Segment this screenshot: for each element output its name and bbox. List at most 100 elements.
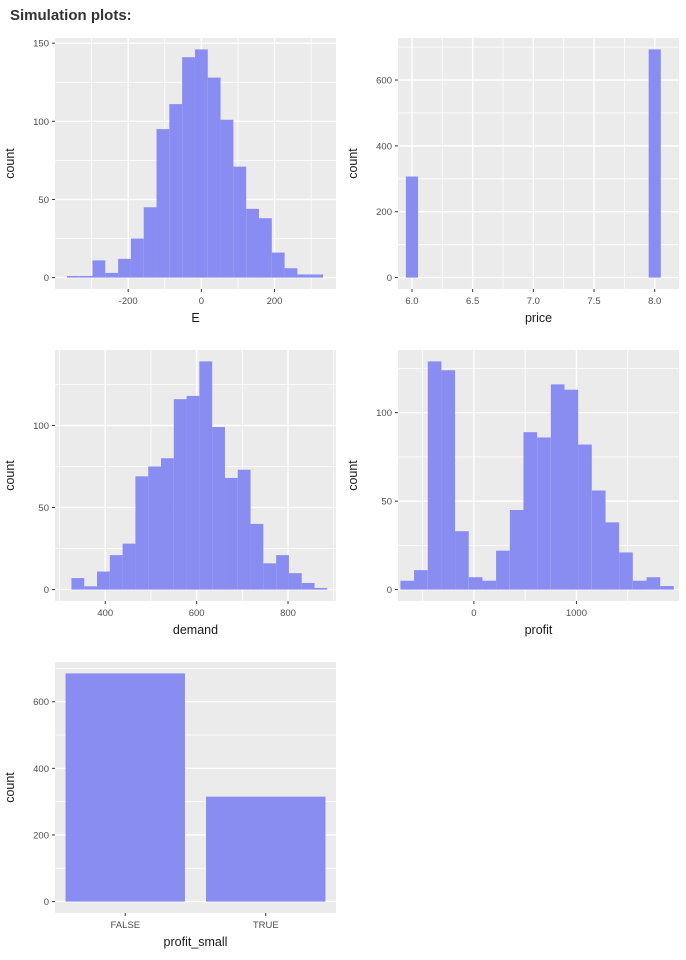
x-tick-label: 1000 [566, 608, 587, 619]
histogram-bar [233, 166, 247, 278]
y-tick-label: 600 [33, 697, 49, 708]
histogram-bar [482, 580, 497, 590]
histogram-bar [143, 207, 157, 278]
histogram-bar [66, 276, 80, 278]
x-tick-label: 600 [189, 608, 205, 619]
histogram-bar [122, 543, 136, 590]
histogram-bar [660, 586, 674, 590]
histogram-bar [405, 176, 419, 278]
y-tick-label: 100 [33, 117, 49, 128]
y-axis-title: count [346, 148, 360, 179]
x-axis-title: price [525, 311, 552, 325]
histogram-bar [455, 531, 469, 590]
x-tick-label: TRUE [253, 920, 279, 931]
x-axis-title: demand [173, 623, 218, 637]
category-bar [206, 796, 326, 902]
histogram-bar [173, 399, 187, 590]
y-tick-label: 50 [381, 497, 392, 508]
histogram-bar [297, 274, 311, 278]
histogram-bar [632, 580, 647, 590]
histogram-bar [310, 274, 324, 278]
histogram-bar [427, 361, 442, 590]
histogram-bar [130, 238, 144, 278]
y-tick-label: 400 [376, 141, 392, 152]
page-title: Simulation plots: [10, 7, 132, 24]
histogram-bar [105, 272, 119, 278]
y-axis-title: count [3, 772, 17, 803]
histogram-profit: 0 1000 0 50 100 profit count [343, 342, 686, 642]
y-tick-label: 100 [33, 421, 49, 432]
y-tick-label: 400 [33, 764, 49, 775]
y-axis-title: count [3, 148, 17, 179]
histogram-bar [84, 586, 98, 590]
histogram-bar [400, 580, 415, 590]
category-bar [65, 673, 185, 902]
histogram-bar [156, 129, 170, 278]
x-tick-label: 200 [267, 296, 283, 307]
histogram-bar [263, 563, 277, 590]
histogram-bar [182, 57, 195, 278]
histogram-bar [71, 578, 85, 590]
histogram-bar [605, 522, 620, 590]
y-tick-label: 0 [387, 585, 392, 596]
chart-canvas-demand: 400 600 800 0 50 100 demand count [3, 350, 336, 637]
y-tick-label: 100 [376, 408, 392, 419]
histogram-bar [199, 361, 213, 590]
histogram-bar [648, 49, 661, 278]
histogram-bar [79, 276, 93, 278]
x-axis-title: profit_small [164, 935, 228, 949]
histogram-bar [646, 577, 661, 590]
histogram-bar [97, 571, 110, 590]
histogram-bar [578, 444, 592, 590]
x-tick-label: 400 [97, 608, 113, 619]
histogram-bar [258, 218, 272, 278]
histogram-bar [246, 208, 259, 278]
histogram-demand: 400 600 800 0 50 100 demand count [0, 342, 343, 642]
x-tick-label: 6.0 [405, 296, 418, 307]
x-tick-label: 800 [280, 608, 296, 619]
x-tick-label: 6.5 [466, 296, 479, 307]
histogram-bar [537, 437, 551, 590]
histogram-bar [414, 570, 428, 590]
histogram-bar [271, 252, 285, 278]
y-tick-label: 200 [33, 830, 49, 841]
y-tick-label: 150 [33, 39, 49, 50]
y-axis-title: count [3, 460, 17, 491]
histogram-bar [288, 573, 302, 590]
y-tick-label: 200 [376, 207, 392, 218]
y-axis-title: count [346, 460, 360, 491]
histogram-bar [301, 583, 315, 590]
histogram-bar [169, 104, 183, 278]
x-tick-label: 7.0 [527, 296, 540, 307]
histogram-bar [237, 469, 251, 590]
chart-canvas-profit: 0 1000 0 50 100 profit count [346, 350, 679, 637]
histogram-bar [148, 466, 162, 590]
plot-panel [398, 38, 679, 289]
y-tick-label: 0 [387, 273, 392, 284]
histogram-bar [220, 119, 234, 278]
histogram-bar [161, 458, 174, 590]
histogram-bar [118, 258, 131, 278]
histogram-bar [468, 577, 483, 590]
histogram-bar [284, 268, 298, 278]
x-tick-label: 0 [471, 608, 476, 619]
chart-canvas-price: 6.0 6.5 7.0 7.5 8.0 0 200 400 600 price count [346, 38, 679, 325]
x-tick-label: 0 [199, 296, 204, 307]
x-tick-label: FALSE [110, 920, 140, 931]
x-tick-label: -200 [119, 296, 138, 307]
histogram-bar [194, 49, 208, 278]
histogram-bar [523, 432, 538, 590]
histogram-bar [207, 77, 221, 278]
histogram-bar [496, 550, 510, 590]
histogram-bar [135, 476, 149, 590]
histogram-bar [314, 587, 328, 590]
barchart-profit-small: FALSE TRUE 0 200 400 600 profit_small count [0, 654, 343, 954]
x-tick-label: 8.0 [648, 296, 661, 307]
x-tick-label: 7.5 [587, 296, 600, 307]
histogram-price: 6.0 6.5 7.0 7.5 8.0 0 200 400 600 price count [343, 30, 686, 330]
x-axis-title: E [191, 311, 199, 325]
y-tick-label: 50 [38, 195, 49, 206]
